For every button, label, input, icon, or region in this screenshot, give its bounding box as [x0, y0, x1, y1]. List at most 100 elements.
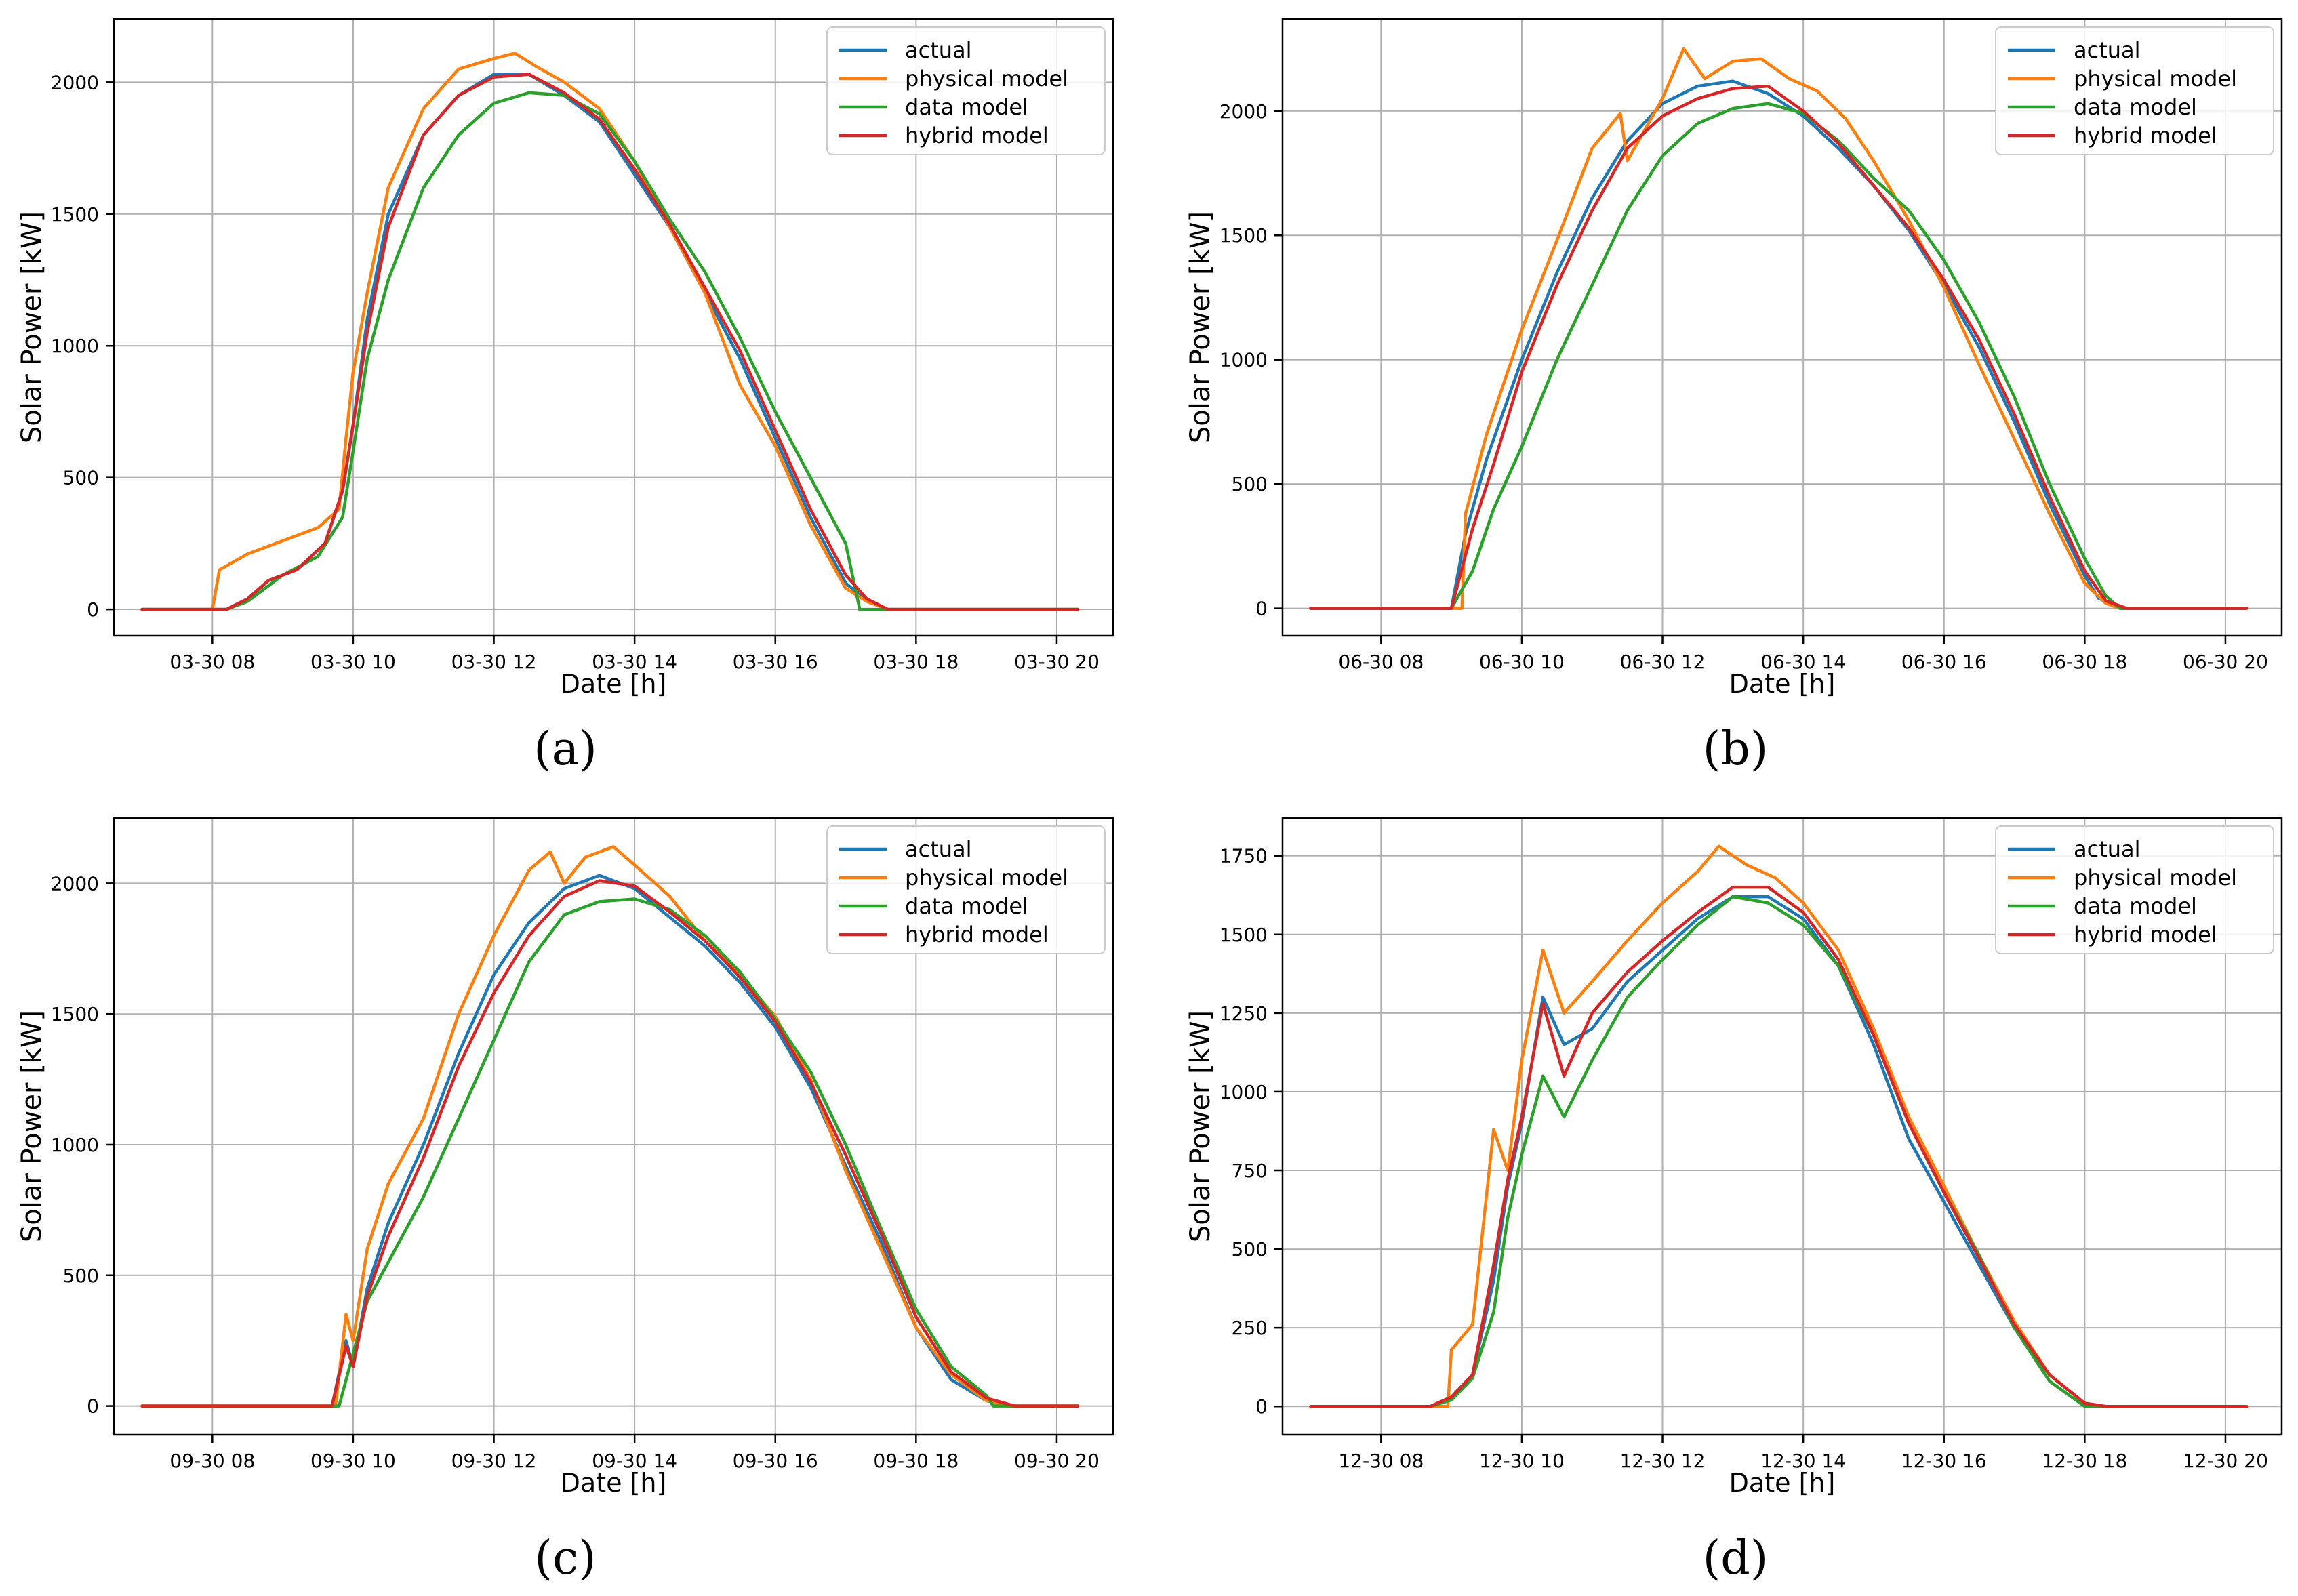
x-tick-label: 09-30 16 [733, 1450, 818, 1472]
series-line-hybrid-model [1309, 885, 2249, 1408]
y-tick-label: 1000 [51, 335, 99, 357]
y-axis-label: Solar Power [kW] [1185, 1010, 1216, 1242]
legend-label-hybrid-model: hybrid model [905, 123, 1049, 148]
x-tick-label: 06-30 12 [1620, 651, 1706, 673]
series-line-physical-model [140, 845, 1080, 1408]
x-tick-label: 09-30 20 [1014, 1450, 1100, 1472]
legend-label-data-model: data model [905, 94, 1028, 120]
series-line-data-model [140, 91, 1080, 611]
legend-label-physical-model: physical model [905, 66, 1068, 91]
chart-panel-3: 09-30 08 09-30 10 09-30 12 09-30 14 09-30 16… [16, 817, 1114, 1585]
y-tick-label: 2000 [1219, 100, 1268, 123]
x-tick-label: 09-30 14 [592, 1450, 677, 1472]
x-axis-label: Date [h] [561, 1468, 667, 1498]
panel-label: (b) [1703, 722, 1769, 776]
y-tick-label: 1250 [1219, 1002, 1268, 1025]
x-tick-label: 03-30 16 [733, 651, 818, 673]
x-tick-label: 12-30 10 [1479, 1450, 1565, 1472]
series-line-physical-model [140, 52, 1080, 611]
series-line-hybrid-model [1309, 84, 2249, 610]
y-tick-label: 1000 [51, 1134, 99, 1156]
axes-frame [113, 18, 1114, 637]
legend-label-hybrid-model: hybrid model [905, 922, 1049, 947]
legend-label-actual: actual [905, 836, 972, 862]
y-axis-label: Solar Power [kW] [16, 1010, 47, 1242]
axes-frame [1281, 817, 2283, 1436]
legend-box [1995, 26, 2274, 155]
series-line-data-model [140, 897, 1080, 1408]
legend-box [826, 26, 1106, 155]
legend-label-hybrid-model: hybrid model [2074, 922, 2217, 947]
series-group [140, 52, 1080, 611]
y-axis-label: Solar Power [kW] [16, 211, 47, 443]
x-axis-label: Date [h] [561, 669, 667, 699]
y-axis-label: Solar Power [kW] [1185, 211, 1216, 443]
y-tick-label: 1500 [1219, 924, 1268, 946]
x-tick-label: 06-30 20 [2183, 651, 2268, 673]
y-tick-label: 750 [1232, 1160, 1268, 1182]
y-tick-label: 250 [1232, 1317, 1268, 1339]
series-line-data-model [1309, 102, 2249, 610]
series-line-actual [140, 874, 1080, 1408]
x-tick-label: 12-30 20 [2183, 1450, 2268, 1472]
axes-frame [1281, 18, 2283, 637]
panel-label: (c) [534, 1532, 596, 1585]
legend: actual physical model data model hybrid mod… [826, 26, 1106, 155]
x-tick-label: 06-30 18 [2042, 651, 2127, 673]
x-tick-label: 09-30 08 [169, 1450, 255, 1472]
series-line-hybrid-model [140, 879, 1080, 1408]
chart-panel-1: 03-30 08 03-30 10 03-30 12 03-30 14 03-30 16… [16, 18, 1114, 776]
series-line-hybrid-model [140, 73, 1080, 611]
x-tick-label: 09-30 18 [873, 1450, 959, 1472]
x-tick-label: 03-30 08 [169, 651, 255, 673]
y-tick-label: 1500 [51, 1003, 99, 1025]
axes-frame [113, 817, 1114, 1436]
x-tick-label: 09-30 10 [310, 1450, 396, 1472]
legend-label-data-model: data model [905, 893, 1028, 919]
x-axis-label: Date [h] [1729, 1468, 1836, 1498]
x-tick-label: 12-30 08 [1338, 1450, 1424, 1472]
y-tick-label: 0 [87, 598, 99, 621]
legend-label-actual: actual [905, 37, 972, 63]
x-tick-label: 06-30 14 [1760, 651, 1846, 673]
y-tick-label: 1000 [1219, 1081, 1268, 1103]
series-group [1309, 844, 2249, 1408]
legend-label-actual: actual [2074, 836, 2141, 862]
legend-label-actual: actual [2074, 37, 2141, 63]
x-tick-label: 12-30 14 [1760, 1450, 1846, 1472]
x-tick-label: 12-30 18 [2042, 1450, 2127, 1472]
x-tick-label: 06-30 08 [1338, 651, 1424, 673]
y-tick-label: 500 [63, 467, 99, 489]
y-tick-label: 500 [63, 1265, 99, 1287]
x-tick-label: 03-30 12 [451, 651, 537, 673]
y-tick-label: 0 [1255, 1395, 1268, 1418]
series-group [140, 845, 1080, 1408]
y-tick-label: 2000 [51, 71, 99, 94]
series-line-actual [1309, 79, 2249, 610]
x-tick-label: 06-30 16 [1901, 651, 1987, 673]
x-tick-label: 03-30 14 [592, 651, 677, 673]
x-axis-label: Date [h] [1729, 669, 1836, 699]
panel-label: (d) [1703, 1532, 1769, 1585]
y-tick-label: 500 [1232, 473, 1268, 495]
y-tick-label: 2000 [51, 872, 99, 895]
y-tick-label: 0 [1255, 598, 1268, 620]
x-tick-label: 03-30 10 [310, 651, 396, 673]
y-tick-label: 500 [1232, 1238, 1268, 1261]
panel-label: (a) [533, 722, 597, 776]
y-tick-label: 0 [87, 1395, 99, 1418]
y-tick-label: 1500 [51, 203, 99, 226]
legend-label-hybrid-model: hybrid model [2074, 123, 2217, 148]
x-tick-label: 12-30 12 [1620, 1450, 1706, 1472]
legend-box [1995, 825, 2274, 954]
chart-panel-2: 06-30 08 06-30 10 06-30 12 06-30 14 06-30 16… [1185, 18, 2283, 776]
y-tick-label: 1500 [1219, 224, 1268, 247]
series-group [1309, 47, 2249, 610]
x-tick-label: 12-30 16 [1901, 1450, 1987, 1472]
series-line-physical-model [1309, 47, 2249, 610]
x-tick-label: 09-30 12 [451, 1450, 537, 1472]
